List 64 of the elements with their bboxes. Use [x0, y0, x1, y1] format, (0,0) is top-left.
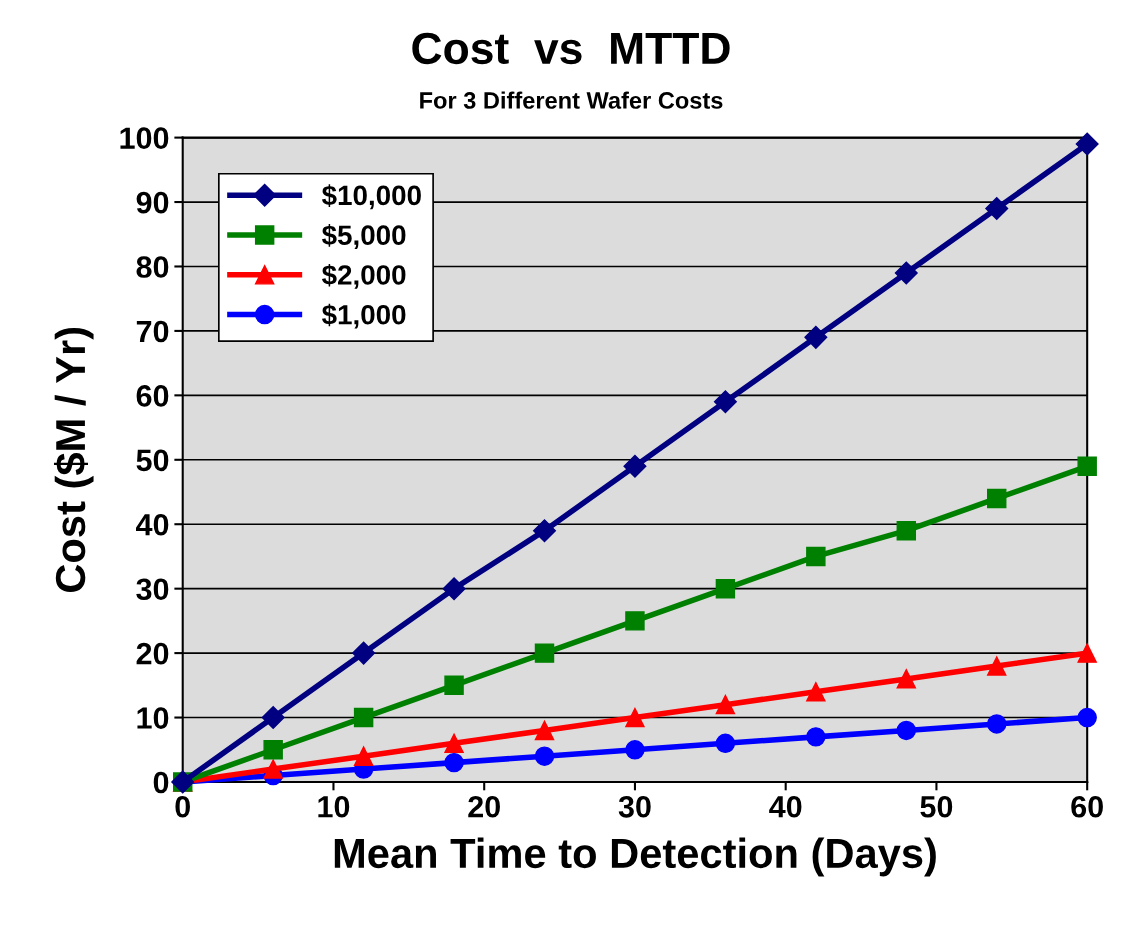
x-tick-label: 20 [468, 795, 500, 818]
x-tick-label: 50 [920, 795, 953, 818]
point [625, 611, 645, 631]
x-tick-label: 60 [1071, 795, 1103, 818]
legend-label: $10,000 [321, 184, 421, 210]
x-tick-label: 0 [175, 795, 190, 818]
point [444, 752, 464, 773]
y-tick-label: 60 [136, 385, 169, 407]
point [263, 740, 283, 760]
point [1077, 456, 1097, 476]
y-tick-label: 40 [136, 513, 169, 536]
point [623, 454, 647, 478]
point [715, 733, 736, 754]
x-tick-label: 40 [769, 795, 802, 818]
point [713, 390, 737, 414]
y-tick-label: 70 [136, 320, 169, 343]
x-tick-label: 30 [618, 795, 651, 818]
point [444, 733, 464, 754]
y-tick-label: 30 [136, 578, 169, 601]
point [987, 488, 1007, 509]
point [715, 694, 736, 715]
point [625, 740, 645, 760]
point [353, 746, 374, 766]
point [896, 720, 917, 741]
point [806, 727, 826, 747]
point [804, 325, 828, 349]
y-tick-label: 50 [136, 449, 169, 472]
point [1077, 643, 1097, 663]
point [985, 196, 1009, 220]
point [534, 746, 555, 766]
point [533, 519, 557, 543]
point [806, 682, 826, 702]
legend-label: $1,000 [321, 303, 406, 329]
legend-label: $2,000 [321, 263, 406, 289]
y-tick-label: 80 [136, 256, 169, 278]
y-tick-label: 0 [153, 771, 169, 794]
point [352, 641, 376, 665]
point [896, 669, 917, 689]
point [534, 720, 555, 741]
point [625, 707, 645, 728]
chart-title: Cost vs MTTD [412, 32, 730, 65]
point [261, 706, 285, 730]
legend-label: $5,000 [321, 224, 406, 250]
point [987, 656, 1007, 676]
point [263, 759, 283, 779]
point [442, 577, 466, 601]
point [896, 520, 917, 541]
point [534, 643, 555, 663]
point [806, 546, 826, 567]
y-axis-title: Cost ($M / Yr) [53, 327, 94, 592]
point [1075, 132, 1099, 156]
point [353, 707, 374, 728]
point [1077, 707, 1097, 728]
point [715, 578, 736, 599]
x-axis-title: Mean Time to Detection (Days) [334, 837, 936, 877]
y-tick-label: 90 [136, 191, 169, 214]
point [987, 714, 1007, 734]
x-tick-label: 10 [318, 795, 350, 818]
point [444, 675, 464, 696]
y-tick-label: 100 [120, 127, 169, 149]
y-tick-label: 20 [136, 642, 169, 665]
point [894, 261, 918, 285]
chart-subtitle: For 3 Different Wafer Costs [420, 91, 723, 109]
y-tick-label: 10 [137, 707, 169, 729]
